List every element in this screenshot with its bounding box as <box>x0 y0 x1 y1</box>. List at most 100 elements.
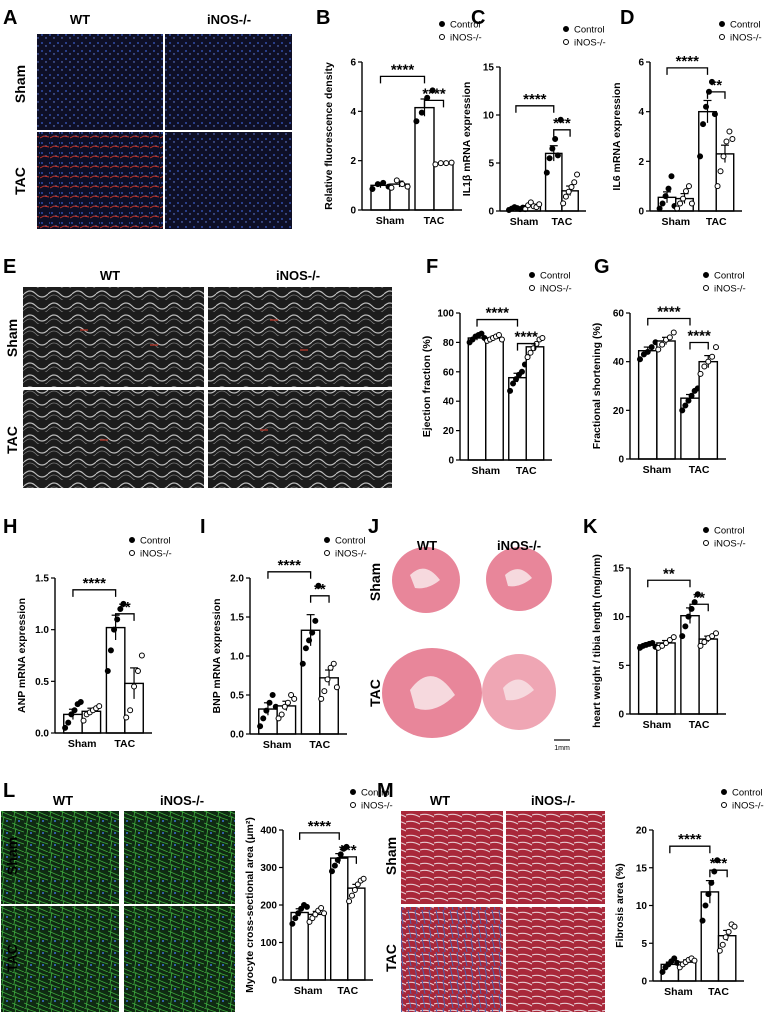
sig-bracket-l-1 <box>338 856 357 864</box>
point-h-1-1-0 <box>123 714 130 721</box>
e-row-sham: Sham <box>4 319 20 357</box>
l-ko-sham <box>124 811 235 904</box>
point-m-0-1-1 <box>702 902 709 909</box>
ytick-label-d-1: 2 <box>638 157 644 168</box>
ylabel-b: Relative fluorescence density <box>323 62 335 210</box>
panel-label-c: C <box>471 7 485 29</box>
sig-bracket-d-0 <box>666 67 709 75</box>
point-k-1-0-1 <box>659 642 666 649</box>
point-k-0-1-0 <box>679 633 686 640</box>
xtick-label-i-0: Sham <box>263 739 292 751</box>
point-h-0-0-5 <box>77 699 84 705</box>
point-k-0-1-5 <box>694 591 701 598</box>
ytick-label-i-1: 0.5 <box>230 691 244 702</box>
point-g-1-0-0 <box>655 346 662 353</box>
point-g-0-1-1 <box>682 402 689 409</box>
panel-label-f: F <box>426 256 438 278</box>
legend-label-knockout-m: iNOS-/- <box>732 801 764 812</box>
sig-label-b-1: **** <box>422 85 446 102</box>
point-m-1-1-3 <box>725 928 732 935</box>
panel-label-b: B <box>316 7 330 29</box>
ytick-label-f-0: 0 <box>448 456 454 467</box>
point-c-1-1-3 <box>568 184 575 190</box>
bar-h-control-tac <box>105 626 126 734</box>
ylabel-f: Ejection fraction (%) <box>421 336 433 438</box>
sig-bracket-g-1 <box>689 341 709 350</box>
chart-h: 0.0 0.5 1.0 1.5 Sham TAC ANP mRNA expression **… <box>16 536 172 751</box>
ytick-label-h-2: 1.0 <box>35 625 49 636</box>
point-b-1-1-2 <box>443 160 450 167</box>
xtick-label-d-1: TAC <box>706 216 727 228</box>
ytick-label-l-3: 300 <box>260 863 277 874</box>
point-m-1-1-2 <box>722 934 729 941</box>
ytick-label-d-0: 0 <box>638 207 644 218</box>
bar-g-control-sham <box>637 350 658 460</box>
point-d-1-0-0 <box>674 205 681 212</box>
sig-label-d-0: **** <box>676 53 700 70</box>
legend-label-control-f: Control <box>540 271 571 282</box>
ytick-label-f-2: 40 <box>443 397 455 408</box>
point-m-0-1-0 <box>699 917 706 924</box>
point-c-0-1-1 <box>546 155 553 162</box>
point-b-0-0-2 <box>380 179 387 186</box>
point-d-1-0-4 <box>685 183 692 190</box>
point-i-1-1-0 <box>318 695 325 702</box>
sig-bracket-c-1 <box>553 129 571 137</box>
point-b-1-0-3 <box>404 183 411 190</box>
e-col-ko: iNOS-/- <box>276 268 320 283</box>
point-h-0-1-4 <box>117 606 124 612</box>
point-f-1-1-5 <box>539 334 546 341</box>
e-wt-sham <box>23 287 204 387</box>
point-d-0-0-2 <box>662 193 669 200</box>
ytick-label-c-3: 15 <box>483 63 495 74</box>
bar-f-control-sham <box>467 337 487 461</box>
point-i-0-1-3 <box>309 629 316 636</box>
point-i-1-1-2 <box>324 676 331 683</box>
point-g-0-1-3 <box>688 392 695 399</box>
point-b-0-1-0 <box>413 118 420 125</box>
point-k-0-0-4 <box>649 639 656 646</box>
ytick-label-f-1: 20 <box>443 426 455 437</box>
point-i-1-0-4 <box>288 692 295 698</box>
xtick-label-b-0: Sham <box>376 215 405 227</box>
point-g-1-1-0 <box>697 370 704 377</box>
point-i-1-1-1 <box>321 688 328 695</box>
legend-marker-knockout-l <box>350 802 356 808</box>
point-c-1-1-4 <box>571 179 578 186</box>
point-m-1-1-1 <box>719 941 726 948</box>
sig-bracket-k-0 <box>647 579 691 588</box>
sig-label-m-1: *** <box>710 855 728 872</box>
bar-k-control-tac <box>680 614 700 715</box>
point-g-1-0-1 <box>659 341 666 348</box>
panel-e-echocardiograms <box>23 287 392 488</box>
sig-bracket-d-1 <box>706 91 726 99</box>
legend-marker-control-d <box>719 21 725 27</box>
legend-label-control-l: Control <box>361 788 392 799</box>
a-col-wt: WT <box>70 12 90 27</box>
chart-k: 0 5 10 15 Sham TAC heart weight / tibia length… <box>591 526 746 732</box>
chart-i: 0.0 0.5 1.0 1.5 2.0 Sham TAC BNP mRNA expressio… <box>211 536 367 752</box>
point-i-1-0-2 <box>281 703 288 710</box>
sig-label-d-1: ** <box>710 77 722 94</box>
ytick-label-h-3: 1.5 <box>35 574 49 585</box>
xtick-label-l-0: Sham <box>294 985 323 997</box>
point-f-0-1-1 <box>510 380 517 387</box>
point-b-1-1-3 <box>448 159 455 166</box>
legend-marker-control-c <box>563 26 569 32</box>
point-g-1-0-3 <box>666 334 673 341</box>
point-d-0-0-0 <box>656 205 663 212</box>
ytick-label-k-2: 10 <box>613 612 625 623</box>
j-col-ko: iNOS-/- <box>497 538 541 553</box>
point-i-0-1-5 <box>315 582 322 589</box>
point-k-0-1-1 <box>682 623 689 630</box>
point-l-0-0-5 <box>303 903 310 910</box>
bar-charts: 0 2 4 6 Sham TAC Relative fluorescence density… <box>16 20 764 999</box>
xtick-label-m-0: Sham <box>664 986 693 998</box>
xtick-label-f-0: Sham <box>471 465 500 477</box>
point-h-0-0-3 <box>71 707 78 714</box>
point-m-1-1-0 <box>716 947 723 954</box>
point-d-0-0-3 <box>665 185 672 192</box>
a-wt-sham <box>37 34 163 130</box>
sig-bracket-l-0 <box>299 832 340 840</box>
